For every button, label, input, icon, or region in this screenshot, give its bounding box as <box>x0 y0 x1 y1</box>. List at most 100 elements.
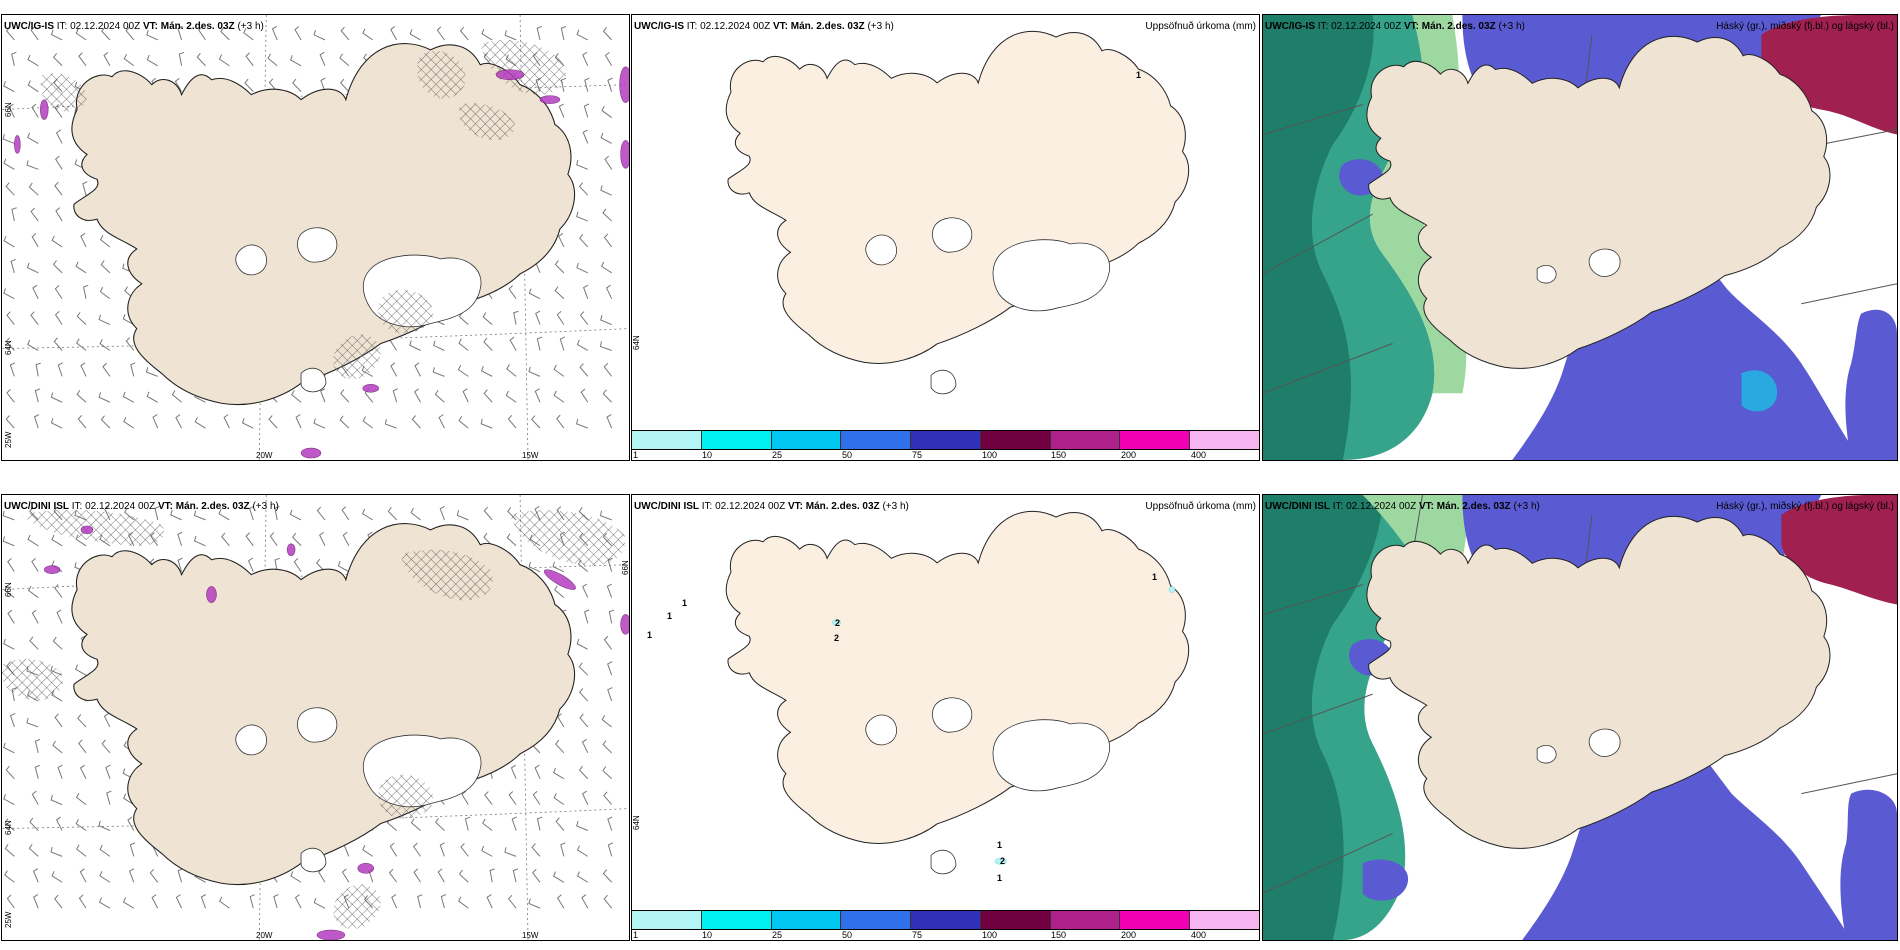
wind-barb-icon <box>483 389 493 403</box>
wind-barb-icon <box>319 531 326 546</box>
wind-barb-icon <box>28 182 39 196</box>
wind-barb-icon <box>458 896 469 909</box>
wind-barb-icon <box>388 868 398 883</box>
wind-barb-icon <box>100 260 111 274</box>
wind-barb-icon <box>5 26 15 41</box>
wind-barb-icon <box>32 868 39 883</box>
panel-title: Uppsöfnuð úrkoma (mm) <box>1145 501 1256 512</box>
wind-barb-icon <box>33 894 39 909</box>
wind-barb-icon <box>154 505 160 520</box>
wind-barb-icon <box>82 181 88 196</box>
wind-barb-icon <box>602 740 613 754</box>
wind-barb-icon <box>582 129 589 144</box>
wind-barb-icon <box>3 236 15 248</box>
colorbar-tick: 400 <box>1191 930 1207 940</box>
wind-barb-icon <box>26 717 39 728</box>
panel-header: UWC/DINI ISL IT: 02.12.2024 00Z VT: Mán.… <box>634 501 909 512</box>
wind-barb-icon <box>11 51 17 66</box>
wind-barb-icon <box>193 510 206 521</box>
wind-barb-icon <box>2 536 15 547</box>
colorbar-tick: 400 <box>1191 450 1207 460</box>
wind-barb-icon <box>576 211 588 222</box>
panel-title: Háský (gr.), miðský (fj.bl.) og lágský (… <box>1716 21 1894 32</box>
wind-barb-icon <box>29 817 39 831</box>
it-value: 02.12.2024 00Z <box>85 501 156 512</box>
wind-barb-icon <box>489 868 495 883</box>
colorbar-bin <box>841 911 912 929</box>
wind-barb-icon <box>4 585 15 598</box>
wind-barb-icon <box>531 843 541 857</box>
wind-barb-icon <box>290 871 302 883</box>
wind-barb-icon <box>387 507 397 521</box>
wind-barb-icon <box>606 414 613 429</box>
wind-barb-icon <box>604 155 613 170</box>
colorbar-bin <box>841 431 912 449</box>
wind-barb-icon <box>582 284 589 299</box>
lead-time: (+3 h) <box>1513 501 1540 512</box>
wind-barb-icon <box>55 816 63 831</box>
wind-barb-icon <box>602 869 613 883</box>
wind-barb-icon <box>79 764 87 779</box>
lat-label: 64N <box>632 335 641 350</box>
wind-barb-icon <box>559 336 565 351</box>
panel-header: UWC/IG-IS IT: 02.12.2024 00Z VT: Mán. 2.… <box>4 21 264 32</box>
colorbar-tick: 75 <box>912 930 923 940</box>
panel-header: UWC/DINI ISL IT: 02.12.2024 00Z VT: Mán.… <box>1265 501 1540 512</box>
colorbar-bin <box>1120 431 1191 449</box>
it-label: IT: <box>56 21 68 32</box>
wind-barb-icon <box>413 868 421 883</box>
colorbar-bin <box>701 431 772 449</box>
wind-barb-icon <box>512 868 519 883</box>
wind-barb-icon <box>55 155 63 170</box>
precip-map <box>725 510 1190 875</box>
wind-barb-icon <box>481 845 493 857</box>
wind-barb-icon <box>2 510 15 521</box>
wind-barb-icon <box>607 661 613 676</box>
wind-barb-icon <box>171 390 182 403</box>
wind-barb-icon <box>194 417 206 429</box>
wind-barb-icon <box>103 51 111 67</box>
wind-barb-icon <box>218 509 230 521</box>
wind-barb-icon <box>556 894 565 909</box>
wind-barb-icon <box>440 894 447 909</box>
wind-barb-icon <box>10 258 16 273</box>
wind-barb-icon <box>560 842 566 857</box>
wind-barb-icon <box>106 790 112 805</box>
wind-barb-icon <box>52 260 63 274</box>
wind-barb-icon <box>31 609 39 624</box>
wind-barb-icon <box>458 312 469 325</box>
wind-barb-icon <box>607 77 613 92</box>
wind-barb-icon <box>576 871 589 883</box>
wind-barb-icon <box>456 510 469 521</box>
wind-barb-icon <box>27 339 39 351</box>
wind-barb-icon <box>32 284 39 299</box>
wind-barb-icon <box>433 340 445 351</box>
colorbar-bin <box>1050 431 1121 449</box>
wind-barb-icon <box>534 388 541 403</box>
wind-barb-icon <box>560 25 567 40</box>
wind-barb-icon <box>583 609 590 624</box>
wind-barb-icon <box>170 509 182 521</box>
wind-barb-icon <box>390 362 398 377</box>
wind-barb-icon <box>506 364 517 377</box>
wind-barb-icon <box>481 29 493 41</box>
wind-barb-icon <box>101 739 111 754</box>
wind-barb-icon <box>534 764 541 779</box>
wind-barb-icon <box>30 311 39 325</box>
wind-barb-icon <box>535 310 541 325</box>
wind-barb-icon <box>483 506 493 521</box>
wind-map <box>2 15 629 460</box>
wind-barb-icon <box>149 868 159 883</box>
wind-barb-icon <box>3 638 15 650</box>
wind-barb-icon <box>289 55 302 67</box>
wind-barb-icon <box>34 388 41 403</box>
wind-barb-icon <box>76 844 87 857</box>
lon-label: 15W <box>522 931 539 940</box>
wind-barb-icon <box>3 288 15 300</box>
wind-barb-icon <box>601 105 612 118</box>
wind-barb-icon <box>273 894 279 909</box>
wind-barb-icon <box>34 738 41 753</box>
precip-value: 1 <box>997 840 1003 850</box>
wind-barb-icon <box>293 558 302 572</box>
colorbar-tick: 25 <box>772 450 783 460</box>
